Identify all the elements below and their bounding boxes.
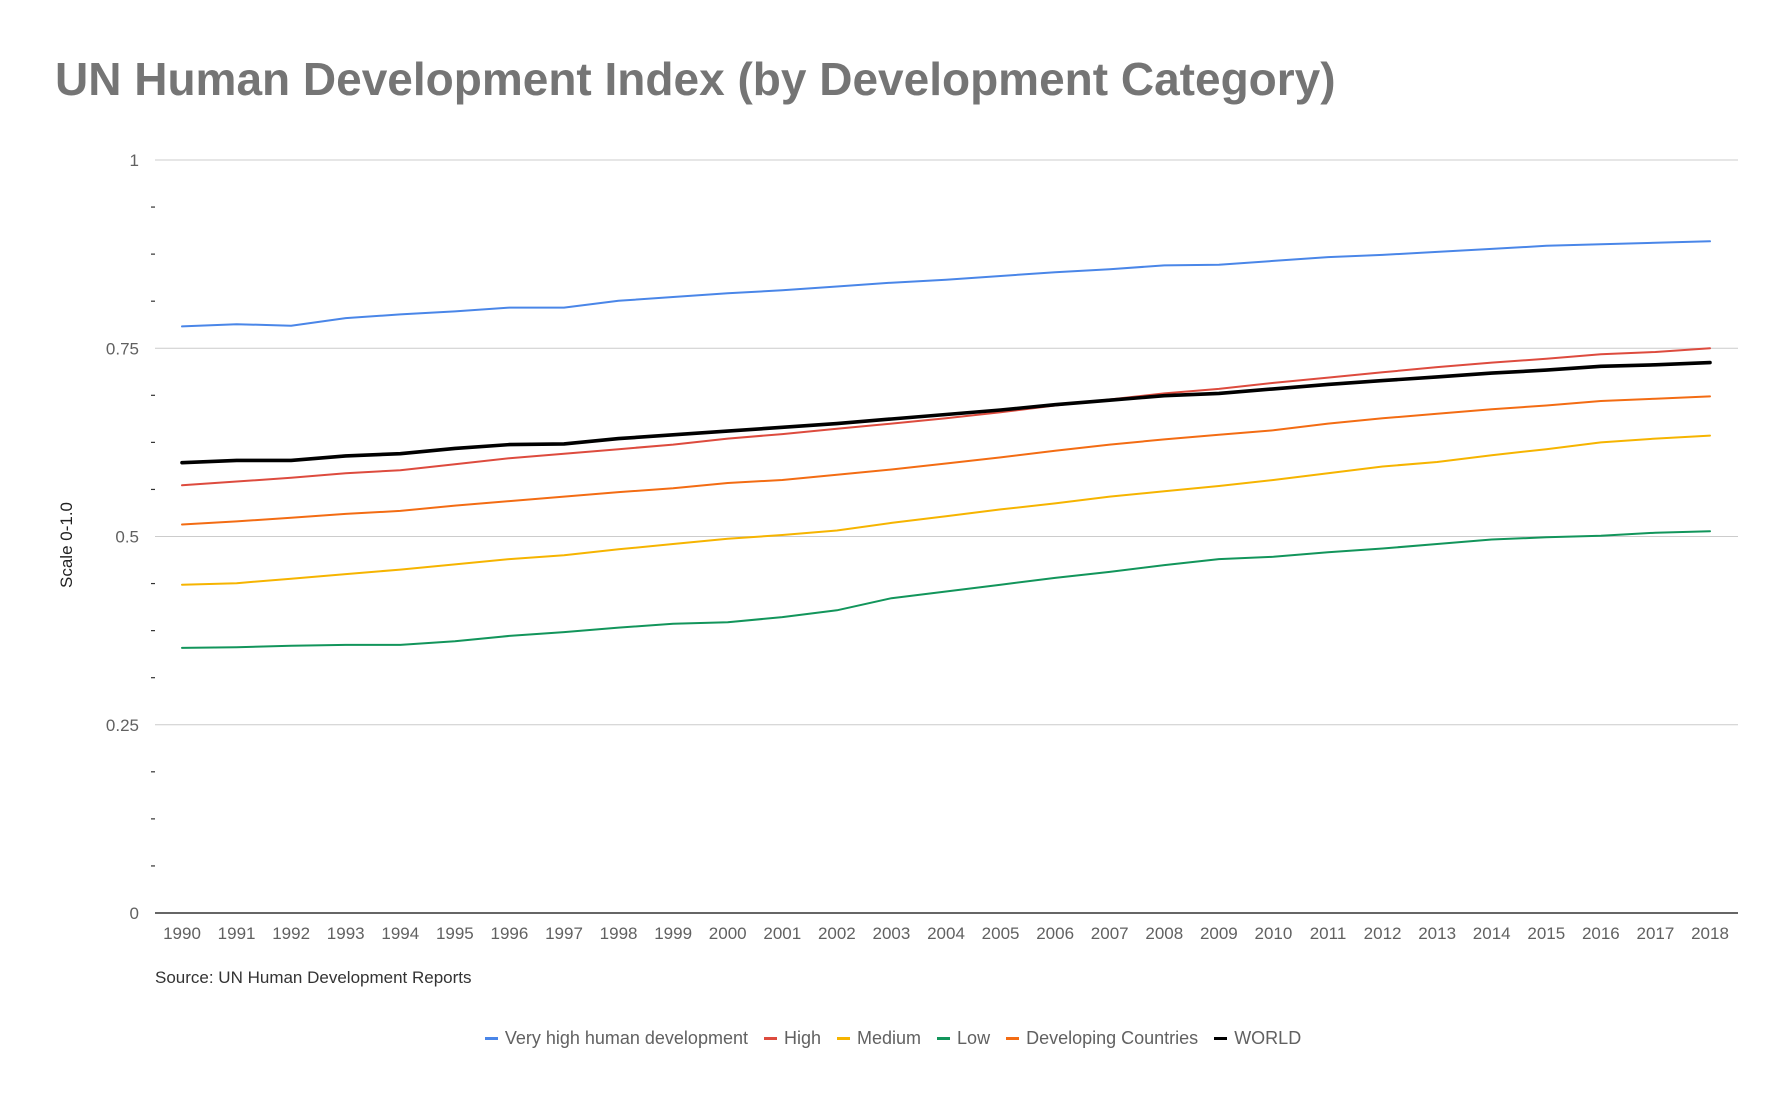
legend-label: Developing Countries: [1026, 1028, 1199, 1048]
x-tick-label: 2000: [709, 924, 747, 943]
x-tick-label: 2005: [982, 924, 1020, 943]
x-tick-label: 1993: [327, 924, 365, 943]
legend-label: Low: [957, 1028, 991, 1048]
series-lines: [180, 240, 1712, 649]
x-tick-label: 1992: [272, 924, 310, 943]
legend-swatch: [484, 1037, 498, 1040]
x-tick-label: 2006: [1036, 924, 1074, 943]
chart-title: UN Human Development Index (by Developme…: [55, 53, 1336, 105]
legend: Very high human development High Medium Low…: [0, 1028, 1786, 1049]
series-line-high: [181, 347, 1711, 487]
x-tick-label: 2013: [1418, 924, 1456, 943]
x-tick-label: 1996: [491, 924, 529, 943]
legend-swatch: [763, 1037, 777, 1040]
x-tick-label: 2011: [1310, 924, 1347, 943]
x-tick-label: 1999: [654, 924, 692, 943]
y-tick-label: 0.5: [115, 528, 139, 547]
legend-label: Very high human development: [504, 1028, 748, 1048]
x-tick-label: 1994: [381, 924, 419, 943]
x-tick-label: 1991: [218, 924, 256, 943]
x-tick-label: 2017: [1637, 924, 1675, 943]
series-line-very-high-human-development: [181, 240, 1711, 328]
x-tick-label: 2007: [1091, 924, 1129, 943]
legend-swatch: [837, 1037, 851, 1040]
x-tick-label: 2003: [873, 924, 911, 943]
y-tick-label: 0: [130, 904, 139, 923]
x-tick-label: 1997: [545, 924, 583, 943]
x-tick-label: 2016: [1582, 924, 1620, 943]
x-tick-label: 2002: [818, 924, 856, 943]
series-line-low: [181, 530, 1711, 649]
gridlines: [155, 159, 1738, 914]
legend-item: WORLD: [1214, 1028, 1301, 1049]
x-tick-label: 2008: [1145, 924, 1183, 943]
x-tick-label: 1998: [600, 924, 638, 943]
y-tick-label: 0.25: [106, 716, 139, 735]
minor-y-ticks: [151, 206, 155, 867]
series-line-developing-countries: [181, 395, 1711, 526]
legend-swatch: [1006, 1037, 1020, 1040]
x-tick-label: 1990: [163, 924, 201, 943]
x-tick-label: 2012: [1364, 924, 1402, 943]
y-tick-label: 0.75: [106, 339, 139, 358]
series-line-medium: [181, 434, 1711, 586]
legend-item: Medium: [837, 1028, 921, 1049]
x-tick-label: 2001: [763, 924, 801, 943]
y-tick-label: 1: [130, 151, 139, 170]
legend-item: Developing Countries: [1006, 1028, 1198, 1049]
legend-swatch: [1214, 1037, 1228, 1040]
y-axis-title: Scale 0-1.0: [57, 502, 76, 588]
x-tick-label: 2015: [1527, 924, 1565, 943]
legend-label: Medium: [857, 1028, 922, 1048]
legend-label: High: [783, 1028, 822, 1048]
x-tick-label: 2018: [1691, 924, 1729, 943]
legend-label: WORLD: [1234, 1028, 1302, 1048]
x-tick-label: 2004: [927, 924, 965, 943]
x-tick-labels: 1990 1991 1992 1993 1994 1995 1996 1997 1998 1999…: [163, 924, 1729, 943]
legend-item: Low: [937, 1028, 990, 1049]
source-note: Source: UN Human Development Reports: [155, 968, 472, 987]
x-tick-label: 2009: [1200, 924, 1238, 943]
legend-item: High: [763, 1028, 822, 1049]
legend-swatch: [937, 1037, 951, 1040]
x-tick-label: 2014: [1473, 924, 1511, 943]
x-tick-label: 2010: [1255, 924, 1293, 943]
series-line-world: [180, 360, 1712, 465]
x-tick-label: 1995: [436, 924, 474, 943]
legend-item: Very high human development: [484, 1028, 748, 1049]
y-tick-labels: 0 0.25 0.5 0.75 1: [106, 151, 139, 923]
